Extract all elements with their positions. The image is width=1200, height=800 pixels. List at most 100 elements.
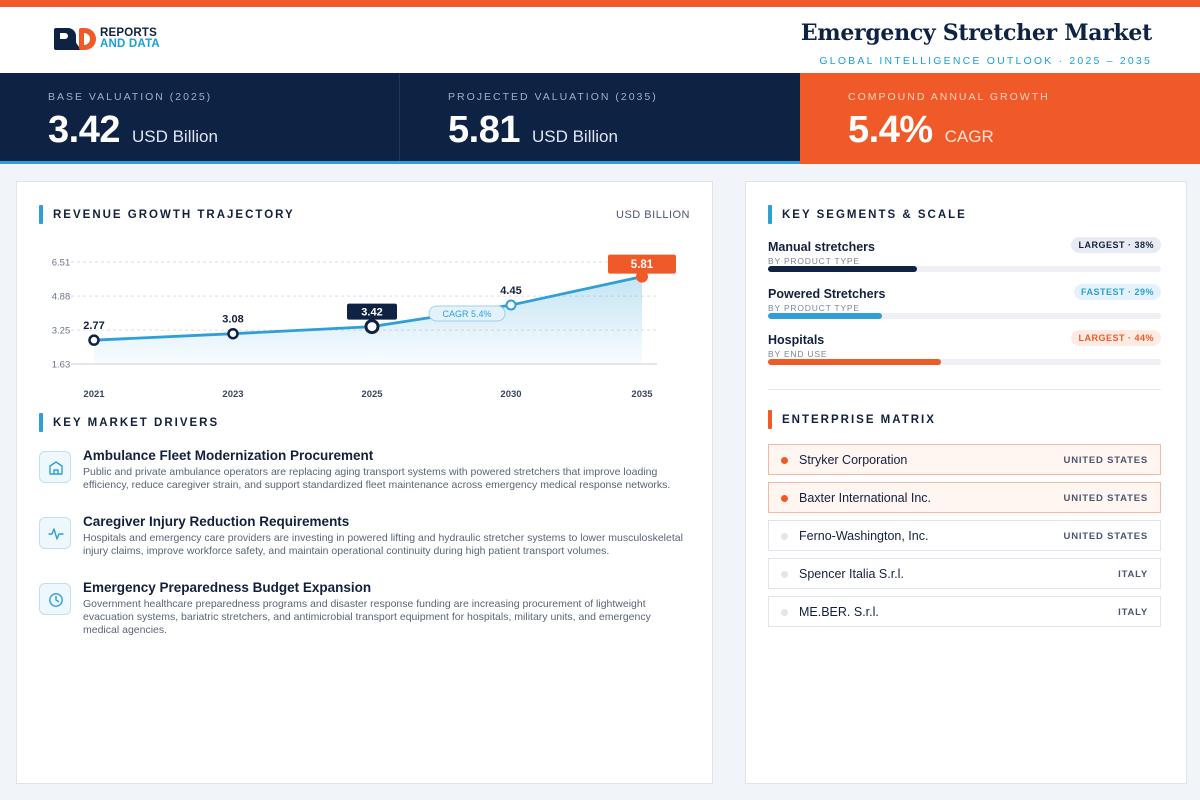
driver-text: Government healthcare preparedness progr… — [83, 598, 651, 636]
x-tick-label: 2035 — [631, 389, 653, 400]
enterprise-country: ITALY — [1118, 569, 1148, 580]
revenue-drivers-card: REVENUE GROWTH TRAJECTORY USD BILLION 6.… — [16, 181, 713, 784]
x-tick-label: 2023 — [222, 389, 243, 400]
logo-line-2: AND DATA — [100, 38, 160, 50]
value-label: 5.81 — [631, 259, 654, 271]
kpi-base-valuation: BASE VALUATION (2025) 3.42 USD Billion — [0, 73, 400, 161]
value-label: 4.45 — [500, 285, 521, 297]
kpi-label: COMPOUND ANNUAL GROWTH — [848, 91, 1050, 103]
revenue-area — [94, 276, 642, 364]
page-title: Emergency Stretcher Market — [800, 20, 1152, 46]
segment-share-track — [768, 313, 1161, 319]
segment-item: Powered Stretchers BY PRODUCT TYPE FASTE… — [768, 284, 1161, 319]
driver-item: Ambulance Fleet Modernization Procuremen… — [39, 448, 689, 514]
driver-title: Emergency Preparedness Budget Expansion — [83, 580, 372, 595]
accent-top-bar — [0, 0, 1200, 7]
value-callout-box — [347, 303, 397, 320]
page-header: REPORTS AND DATA Emergency Stretcher Mar… — [0, 7, 1200, 73]
kpi-value: 3.42 — [48, 109, 120, 151]
data-point — [88, 334, 100, 346]
enterprise-marker-icon — [781, 533, 788, 540]
segment-category: BY PRODUCT TYPE — [768, 256, 860, 266]
enterprise-name: Baxter International Inc. — [799, 491, 932, 505]
segments-section-header: KEY SEGMENTS & SCALE — [768, 205, 967, 224]
enterprise-country: UNITED STATES — [1063, 455, 1148, 466]
section-divider — [768, 389, 1161, 390]
enterprise-name: Stryker Corporation — [799, 453, 908, 467]
segment-name: Hospitals — [768, 333, 825, 347]
pulse-icon — [39, 517, 71, 549]
value-label: 3.08 — [222, 314, 243, 326]
segments-enterprise-card: KEY SEGMENTS & SCALE Manual stretchers B… — [745, 181, 1187, 784]
enterprise-country: ITALY — [1118, 607, 1148, 618]
segment-name: Powered Stretchers — [768, 287, 886, 301]
building-icon — [39, 451, 71, 483]
y-tick-label: 6.51 — [52, 258, 71, 269]
kpi-unit: CAGR — [944, 127, 994, 146]
section-accent-bar — [39, 413, 43, 432]
kpi-value: 5.81 — [448, 109, 520, 151]
x-tick-label: 2025 — [361, 389, 383, 400]
x-tick-label: 2030 — [500, 389, 521, 400]
enterprise-marker-icon — [781, 609, 788, 616]
segment-badge: LARGEST · 38% — [1071, 237, 1161, 253]
enterprise-name: ME.BER. S.r.l. — [799, 605, 879, 619]
segments-section-title: KEY SEGMENTS & SCALE — [782, 208, 967, 221]
revenue-section-header: REVENUE GROWTH TRAJECTORY — [39, 205, 295, 224]
enterprise-marker-icon — [781, 571, 788, 578]
drivers-section-title: KEY MARKET DRIVERS — [53, 416, 220, 429]
driver-item: Caregiver Injury Reduction Requirements … — [39, 514, 689, 580]
segment-badge: FASTEST · 29% — [1073, 284, 1161, 300]
section-accent-bar — [768, 410, 772, 429]
data-point — [636, 270, 648, 283]
value-label: 2.77 — [83, 320, 104, 332]
brand-logo[interactable]: REPORTS AND DATA — [54, 27, 160, 50]
revenue-section-title: REVENUE GROWTH TRAJECTORY — [53, 208, 295, 221]
driver-text: Hospitals and emergency care providers a… — [83, 532, 683, 557]
segment-share-track — [768, 359, 1161, 365]
data-point — [227, 327, 239, 340]
enterprise-country: UNITED STATES — [1063, 493, 1148, 504]
driver-text: Public and private ambulance operators a… — [83, 466, 671, 491]
logo-line-1: REPORTS — [100, 27, 157, 39]
kpi-unit: USD Billion — [531, 127, 618, 146]
enterprise-name: Spencer Italia S.r.l. — [799, 567, 904, 581]
kpi-cagr: COMPOUND ANNUAL GROWTH 5.4% CAGR — [800, 73, 1200, 164]
enterprise-row[interactable]: ME.BER. S.r.l. ITALY — [768, 596, 1161, 627]
segment-category: BY PRODUCT TYPE — [768, 303, 860, 313]
segment-name: Manual stretchers — [768, 240, 875, 254]
segment-share-bar — [768, 313, 882, 319]
y-tick-label: 1.63 — [52, 360, 71, 371]
y-tick-label: 3.25 — [52, 326, 71, 337]
enterprise-section-title: ENTERPRISE MATRIX — [782, 413, 936, 426]
driver-item: Emergency Preparedness Budget Expansion … — [39, 580, 689, 646]
kpi-value: 5.4% — [848, 109, 933, 151]
cagr-pill — [428, 305, 506, 322]
drivers-list: Ambulance Fleet Modernization Procuremen… — [39, 448, 689, 646]
driver-title: Caregiver Injury Reduction Requirements — [83, 514, 350, 529]
clock-icon — [39, 583, 71, 615]
kpi-label: PROJECTED VALUATION (2035) — [448, 91, 658, 103]
enterprise-section-header: ENTERPRISE MATRIX — [768, 410, 936, 429]
enterprise-row[interactable]: Stryker Corporation UNITED STATES — [768, 444, 1161, 475]
segment-share-bar — [768, 266, 918, 272]
enterprise-row[interactable]: Spencer Italia S.r.l. ITALY — [768, 558, 1161, 589]
enterprise-marker-icon — [781, 457, 788, 464]
segment-item: Hospitals BY END USE LARGEST · 44% — [768, 330, 1161, 365]
segment-share-track — [768, 266, 1161, 272]
section-accent-bar — [39, 205, 43, 224]
logo-mark-icon — [54, 28, 96, 50]
value-label: 3.42 — [361, 307, 382, 319]
segment-badge: LARGEST · 44% — [1071, 330, 1161, 346]
enterprise-row[interactable]: Baxter International Inc. UNITED STATES — [768, 482, 1161, 513]
enterprise-row[interactable]: Ferno-Washington, Inc. UNITED STATES — [768, 520, 1161, 551]
segment-item: Manual stretchers BY PRODUCT TYPE LARGES… — [768, 237, 1161, 272]
cagr-annotation: CAGR 5.4% — [442, 309, 491, 319]
enterprise-country: UNITED STATES — [1063, 531, 1148, 542]
kpi-unit: USD Billion — [131, 127, 218, 146]
logo-wordmark: REPORTS AND DATA — [100, 27, 160, 50]
value-callout-box — [608, 254, 676, 274]
kpi-label: BASE VALUATION (2025) — [48, 91, 213, 103]
enterprise-marker-icon — [781, 495, 788, 502]
driver-title: Ambulance Fleet Modernization Procuremen… — [83, 448, 374, 463]
